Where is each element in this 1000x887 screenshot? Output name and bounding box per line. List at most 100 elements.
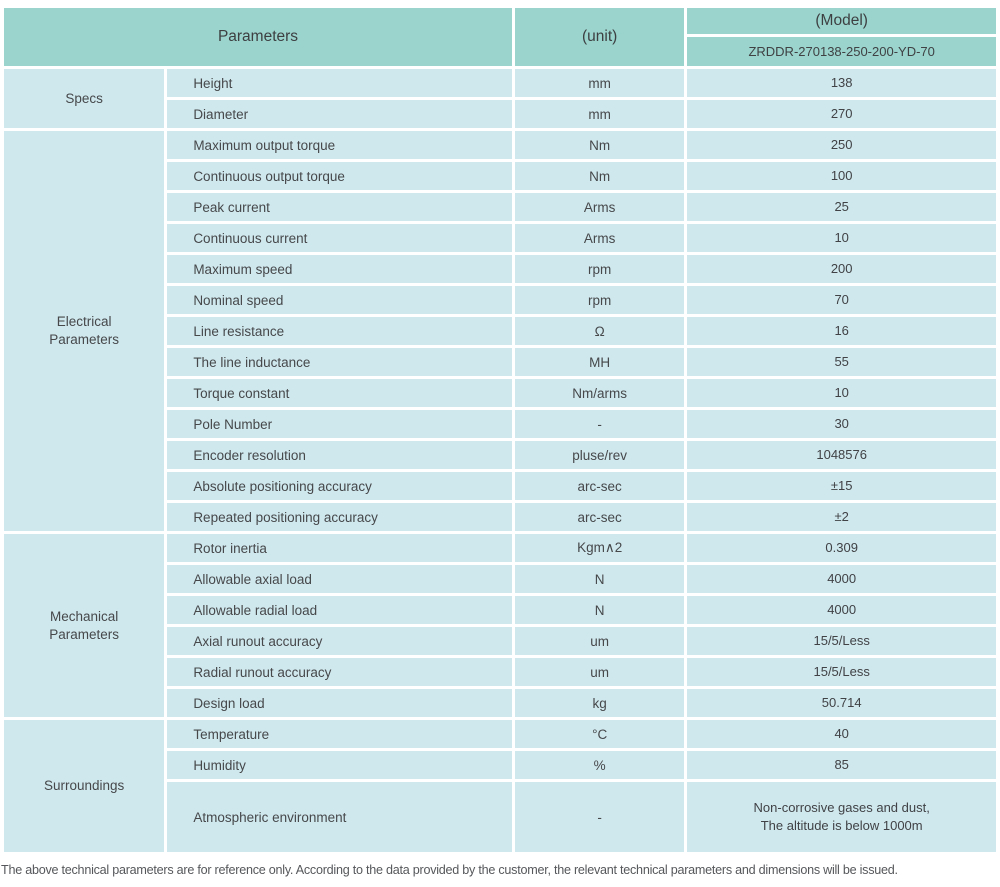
value-cell: 200 (687, 255, 996, 283)
unit-cell: N (515, 596, 685, 624)
table-row: Pole Number - 30 (4, 410, 996, 438)
table-row: Encoder resolution pluse/rev 1048576 (4, 441, 996, 469)
value-cell: 50.714 (687, 689, 996, 717)
param-cell: Continuous output torque (167, 162, 512, 190)
spec-sheet-page: Parameters (unit) (Model) ZRDDR-270138-2… (0, 5, 1000, 887)
table-row: Allowable radial load N 4000 (4, 596, 996, 624)
param-cell: Allowable radial load (167, 596, 512, 624)
value-cell: 4000 (687, 565, 996, 593)
unit-cell: Nm (515, 131, 685, 159)
table-row: Radial runout accuracy um 15/5/Less (4, 658, 996, 686)
group-label-mechanical: Mechanical Parameters (4, 534, 165, 717)
value-cell: 0.309 (687, 534, 996, 562)
value-cell: 270 (687, 100, 996, 128)
table-row: Design load kg 50.714 (4, 689, 996, 717)
unit-cell: mm (515, 100, 685, 128)
table-row: The line inductance MH 55 (4, 348, 996, 376)
unit-cell: Ω (515, 317, 685, 345)
table-row: Axial runout accuracy um 15/5/Less (4, 627, 996, 655)
table-row: Line resistance Ω 16 (4, 317, 996, 345)
unit-cell: N (515, 565, 685, 593)
param-cell: Radial runout accuracy (167, 658, 512, 686)
value-cell: 1048576 (687, 441, 996, 469)
section-specs: Specs Height mm 138 Diameter mm 270 (4, 69, 996, 128)
unit-cell: pluse/rev (515, 441, 685, 469)
table-row: Diameter mm 270 (4, 100, 996, 128)
param-cell: Humidity (167, 751, 512, 779)
table-row: Maximum speed rpm 200 (4, 255, 996, 283)
table-row: Continuous current Arms 10 (4, 224, 996, 252)
value-cell: 15/5/Less (687, 627, 996, 655)
unit-cell: MH (515, 348, 685, 376)
param-cell: Design load (167, 689, 512, 717)
param-cell: Absolute positioning accuracy (167, 472, 512, 500)
value-cell: 85 (687, 751, 996, 779)
unit-cell: % (515, 751, 685, 779)
model-value-row: ZRDDR-270138-250-200-YD-70 (4, 37, 996, 66)
value-cell: 30 (687, 410, 996, 438)
footnote-text: The above technical parameters are for r… (1, 863, 898, 877)
value-cell: 15/5/Less (687, 658, 996, 686)
unit-cell: Nm (515, 162, 685, 190)
unit-cell: um (515, 627, 685, 655)
table-row: Peak current Arms 25 (4, 193, 996, 221)
table-row: Absolute positioning accuracy arc-sec ±1… (4, 472, 996, 500)
section-mechanical: Mechanical Parameters Rotor inertia Kgm∧2… (4, 534, 996, 717)
table-row: Torque constant Nm/arms 10 (4, 379, 996, 407)
unit-cell: rpm (515, 286, 685, 314)
group-label-specs: Specs (4, 69, 165, 128)
param-cell: Pole Number (167, 410, 512, 438)
unit-cell: rpm (515, 255, 685, 283)
value-cell: 100 (687, 162, 996, 190)
group-label-surroundings: Surroundings (4, 720, 165, 852)
unit-cell: - (515, 782, 685, 852)
value-cell: 25 (687, 193, 996, 221)
param-cell: Repeated positioning accuracy (167, 503, 512, 531)
table-row: Repeated positioning accuracy arc-sec ±2 (4, 503, 996, 531)
unit-cell: Arms (515, 224, 685, 252)
param-cell: Temperature (167, 720, 512, 748)
value-cell: Non-corrosive gases and dust, The altitu… (687, 782, 996, 852)
param-cell: Diameter (167, 100, 512, 128)
value-cell: 16 (687, 317, 996, 345)
table-header-row: Parameters (unit) (Model) (4, 8, 996, 66)
model-header: (Model) (687, 8, 996, 34)
unit-cell: - (515, 410, 685, 438)
unit-cell: Arms (515, 193, 685, 221)
param-cell: Encoder resolution (167, 441, 512, 469)
value-cell: ±2 (687, 503, 996, 531)
param-cell: Nominal speed (167, 286, 512, 314)
section-electrical: Electrical Parameters Maximum output torq… (4, 131, 996, 531)
table-row: Nominal speed rpm 70 (4, 286, 996, 314)
value-cell: 55 (687, 348, 996, 376)
param-cell: Line resistance (167, 317, 512, 345)
table-row: Specs Height mm 138 (4, 69, 996, 128)
section-surroundings: Surroundings Temperature °C 40 Humidity … (4, 720, 996, 852)
param-cell: Maximum speed (167, 255, 512, 283)
table-row: Mechanical Parameters Rotor inertia Kgm∧2… (4, 534, 996, 717)
value-cell: ±15 (687, 472, 996, 500)
model-number: ZRDDR-270138-250-200-YD-70 (687, 37, 996, 66)
param-cell: Torque constant (167, 379, 512, 407)
param-cell: Continuous current (167, 224, 512, 252)
value-cell: 4000 (687, 596, 996, 624)
table-row: Continuous output torque Nm 100 (4, 162, 996, 190)
param-cell: Allowable axial load (167, 565, 512, 593)
param-cell: Atmospheric environment (167, 782, 512, 852)
param-cell: Axial runout accuracy (167, 627, 512, 655)
value-cell: 70 (687, 286, 996, 314)
unit-cell: um (515, 658, 685, 686)
unit-cell: kg (515, 689, 685, 717)
unit-cell: °C (515, 720, 685, 748)
value-cell: 40 (687, 720, 996, 748)
unit-header: (unit) (515, 8, 685, 66)
unit-cell: arc-sec (515, 503, 685, 531)
table-row: Electrical Parameters Maximum output torq… (4, 131, 996, 531)
param-cell: Rotor inertia (167, 534, 512, 562)
value-cell: 250 (687, 131, 996, 159)
unit-cell: Nm/arms (515, 379, 685, 407)
value-cell: 10 (687, 224, 996, 252)
unit-cell: mm (515, 69, 685, 97)
param-cell: Height (167, 69, 512, 97)
param-cell: Maximum output torque (167, 131, 512, 159)
